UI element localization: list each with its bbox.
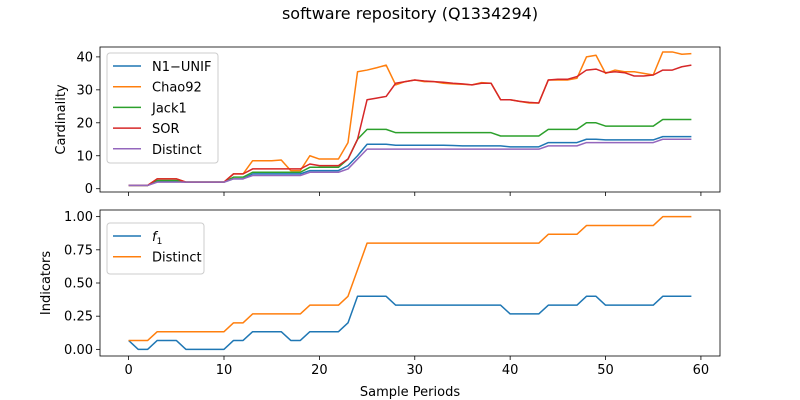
legend-label: N1−UNIF: [152, 60, 211, 75]
y-tick-label: 0.50: [64, 277, 93, 292]
x-tick-label: 60: [693, 363, 710, 378]
y-tick-label: 1.00: [64, 210, 93, 225]
legend-label: Distinct: [152, 143, 202, 158]
legend-box: [106, 52, 219, 164]
cardinality-panel: 0 10 20 30 40 Cardinality N1−UNIF Chao92 Jack1 SO…: [54, 46, 721, 197]
series-line-distinct: [128, 215, 692, 342]
y-tick-label: 40: [76, 50, 93, 65]
x-tick-label: 50: [597, 363, 614, 378]
axes-frame: [99, 46, 721, 193]
y-tick-label: 20: [76, 116, 93, 131]
legend: N1−UNIF Chao92 Jack1 SOR Distinct: [106, 52, 219, 164]
y-tick-label: 0.00: [64, 343, 93, 358]
y-tick-label: 0: [85, 182, 93, 197]
y-tick-label: 10: [76, 149, 93, 164]
legend-label: Chao92: [152, 81, 202, 96]
legend: f1 Distinct: [106, 222, 205, 275]
y-tick-label: 0.25: [64, 310, 93, 325]
x-tick-label: 0: [124, 363, 132, 378]
x-tick-label: 10: [216, 363, 233, 378]
x-tick-label: 20: [311, 363, 328, 378]
legend-label: Jack1: [151, 101, 187, 116]
x-tick-label: 40: [502, 363, 519, 378]
y-axis-label: Cardinality: [54, 84, 69, 155]
x-axis-label: Sample Periods: [360, 385, 460, 400]
x-tick-label: 30: [406, 363, 423, 378]
legend-label: f1: [152, 230, 162, 247]
indicators-panel: 0 10 20 30 40 50 60 0.00 0.25 0.50 0.75 1.00 Indicat…: [39, 209, 721, 378]
series-line-f1: [128, 295, 692, 351]
figure-title: software repository (Q1334294): [282, 4, 538, 23]
legend-label: Distinct: [152, 251, 202, 266]
y-axis-label: Indicators: [39, 251, 54, 315]
y-tick-label: 0.75: [64, 243, 93, 258]
legend-label: SOR: [152, 122, 180, 137]
series-line-distinct: [128, 138, 692, 187]
y-tick-label: 30: [76, 83, 93, 98]
